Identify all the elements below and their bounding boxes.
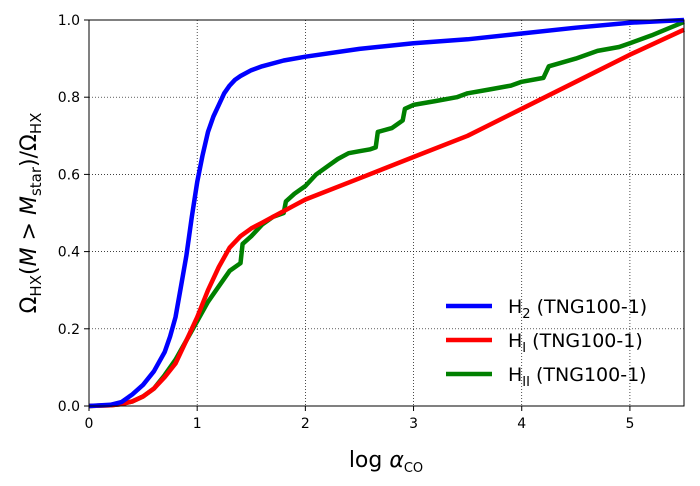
y-label-m: M (17, 247, 42, 266)
y-tick-label: 0.0 (58, 399, 80, 415)
series-line-h2 (88, 17, 685, 409)
y-label-omega-2: Ω (17, 134, 42, 151)
y-label-sub-star: star (27, 166, 45, 196)
y-tick-label: 0.4 (58, 245, 80, 261)
x-tick-label: 5 (625, 416, 634, 432)
x-axis-label: log αCO (349, 448, 423, 476)
legend-label-h2: H2 (TNG100-1) (508, 296, 647, 322)
x-tick-label: 0 (85, 416, 94, 432)
legend-label-hii: HII (TNG100-1) (508, 364, 647, 390)
y-label-omega: Ω (17, 297, 42, 314)
y-tick-label: 1.0 (58, 13, 80, 29)
y-label-sub-hx-2: HX (27, 113, 45, 135)
legend: H2 (TNG100-1) HI (TNG100-1) HII (TNG100-… (446, 296, 647, 390)
legend-label-hi: HI (TNG100-1) (508, 330, 643, 356)
x-tick-label: 2 (301, 416, 310, 432)
y-label-paren: ( (17, 266, 42, 275)
y-axis-label: ΩHX(M > Mstar)/ΩHX (17, 113, 45, 314)
x-axis-label-symbol: α (389, 448, 404, 473)
x-tick-label: 3 (409, 416, 418, 432)
y-label-close: )/ (17, 150, 42, 167)
plot-frame (88, 19, 685, 407)
series-lines (88, 17, 685, 409)
x-tick-label: 1 (193, 416, 202, 432)
y-tick-label: 0.6 (58, 167, 80, 183)
series-line-hi (88, 27, 685, 409)
y-label-sub-hx: HX (27, 275, 45, 297)
y-tick-label: 0.2 (58, 322, 80, 338)
x-axis-label-main: log (349, 448, 390, 473)
y-label-mstar: M (17, 196, 42, 215)
x-tick-label: 4 (517, 416, 526, 432)
x-axis-label-sub: CO (404, 461, 423, 476)
y-tick-label: 0.8 (58, 90, 80, 106)
y-label-gt: > (17, 215, 42, 247)
axis-ticks: 0 1 2 3 4 5 0.0 0.2 0.4 0.6 0.8 1.0 (58, 13, 635, 432)
